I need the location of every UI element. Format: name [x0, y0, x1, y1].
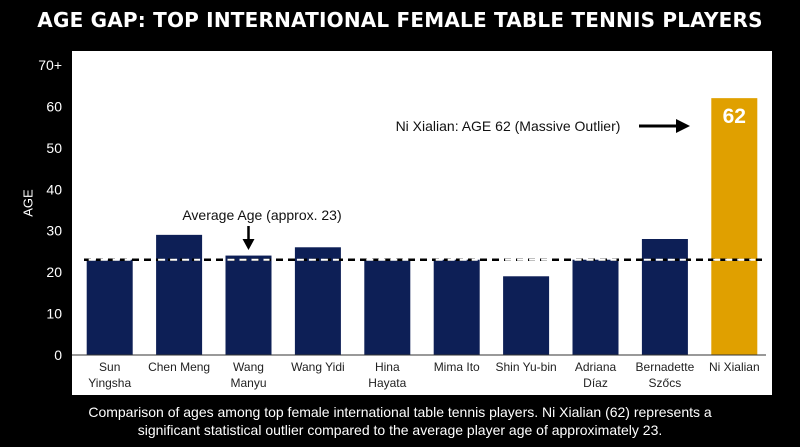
bar	[86, 259, 133, 355]
y-tick-label: 0	[54, 347, 62, 363]
x-tick-label: Manyu	[230, 376, 266, 390]
x-tick-label: Hina	[375, 360, 400, 374]
x-tick-label: Wang	[233, 360, 264, 374]
y-tick-label: 50	[46, 140, 62, 156]
bar	[364, 259, 411, 355]
x-tick-label: Shin Yu-bin	[496, 360, 557, 374]
bar	[433, 259, 480, 355]
bar	[711, 98, 758, 356]
x-tick-label: Szőcs	[649, 376, 682, 390]
x-tick-label: Mima Ito	[434, 360, 480, 374]
y-axis-panel	[0, 51, 72, 355]
outlier-arrow-head	[676, 119, 690, 133]
bar	[503, 276, 550, 355]
x-tick-label: Adriana	[575, 360, 617, 374]
y-tick-label: 20	[46, 264, 62, 280]
bar	[641, 239, 688, 355]
bar	[572, 259, 619, 355]
x-tick-label: Díaz	[583, 376, 608, 390]
x-tick-label: Hayata	[368, 376, 406, 390]
x-tick-label: Bernadette	[636, 360, 695, 374]
x-tick-label: Wang Yidi	[291, 360, 345, 374]
caption-line: significant statistical outlier compared…	[137, 422, 663, 438]
x-axis-panel	[72, 355, 772, 395]
average-annotation: Average Age (approx. 23)	[182, 207, 341, 223]
bar	[294, 247, 341, 355]
y-tick-label: 70+	[38, 57, 62, 73]
x-tick-label: Sun	[99, 360, 120, 374]
bar	[225, 255, 272, 355]
bar	[156, 234, 203, 355]
average-arrow-head	[242, 239, 255, 250]
x-tick-label: Yingsha	[88, 376, 131, 390]
y-tick-label: 40	[46, 181, 62, 197]
chart-title: AGE GAP: TOP INTERNATIONAL FEMALE TABLE …	[37, 8, 763, 32]
y-tick-label: 60	[46, 98, 62, 114]
caption-line: Comparison of ages among top female inte…	[88, 404, 712, 420]
x-tick-label: Ni Xialian	[709, 360, 760, 374]
y-tick-label: 10	[46, 306, 62, 322]
x-tick-label: Chen Meng	[148, 360, 210, 374]
chart-caption: Comparison of ages among top female inte…	[0, 403, 800, 439]
data-label: 62	[723, 105, 746, 128]
outlier-annotation: Ni Xialian: AGE 62 (Massive Outlier)	[396, 118, 621, 134]
y-tick-label: 30	[46, 223, 62, 239]
